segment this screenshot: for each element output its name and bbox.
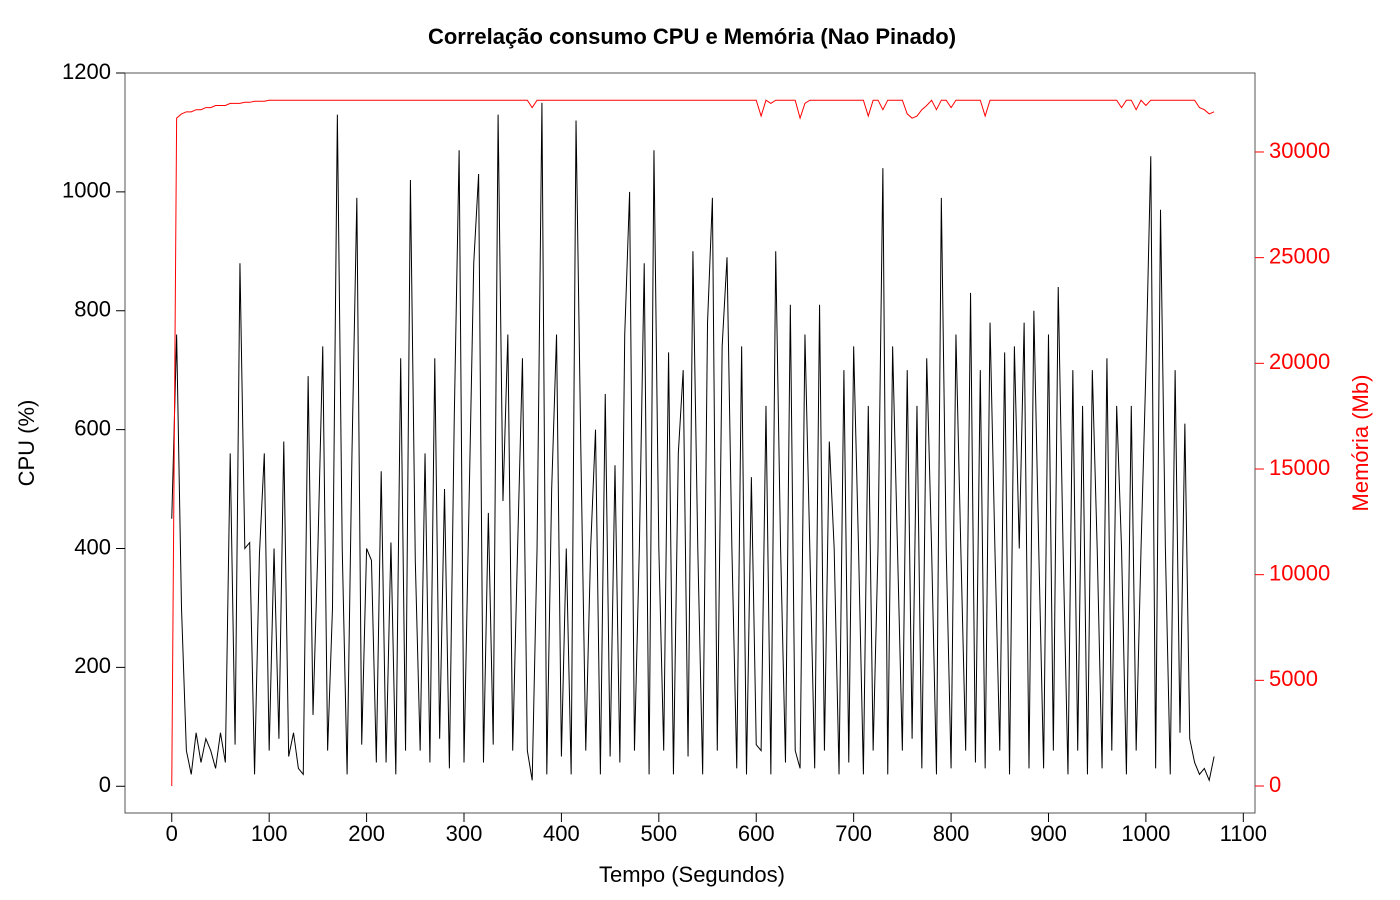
y2-tick-label: 5000 — [1269, 666, 1318, 691]
y2-tick-label: 25000 — [1269, 243, 1330, 268]
y-tick-label: 600 — [74, 415, 111, 440]
y2-tick-label: 15000 — [1269, 455, 1330, 480]
x-tick-label: 300 — [446, 821, 483, 846]
x-tick-label: 100 — [251, 821, 288, 846]
x-tick-label: 400 — [543, 821, 580, 846]
y2-tick-label: 10000 — [1269, 560, 1330, 585]
y-tick-label: 400 — [74, 534, 111, 559]
y-axis-label: CPU (%) — [14, 400, 39, 487]
y-tick-label: 1000 — [62, 178, 111, 203]
x-tick-label: 700 — [835, 821, 872, 846]
series-line — [171, 102, 1215, 783]
y-tick-label: 800 — [74, 297, 111, 322]
y2-axis-label: Memória (Mb) — [1348, 375, 1373, 512]
y-tick-label: 200 — [74, 653, 111, 678]
chart-title: Correlação consumo CPU e Memória (Nao Pi… — [428, 24, 956, 49]
series-line — [171, 99, 1215, 787]
x-tick-label: 900 — [1030, 821, 1067, 846]
x-tick-label: 1000 — [1121, 821, 1170, 846]
x-tick-label: 500 — [640, 821, 677, 846]
y2-tick-label: 20000 — [1269, 349, 1330, 374]
x-tick-label: 200 — [348, 821, 385, 846]
x-tick-label: 800 — [933, 821, 970, 846]
y-tick-label: 1200 — [62, 59, 111, 84]
x-tick-label: 0 — [166, 821, 178, 846]
y2-tick-label: 0 — [1269, 772, 1281, 797]
y2-tick-label: 30000 — [1269, 138, 1330, 163]
x-tick-label: 1100 — [1220, 821, 1267, 846]
y-tick-label: 0 — [99, 772, 111, 797]
x-axis-label: Tempo (Segundos) — [599, 862, 785, 887]
plot-frame — [124, 72, 1256, 814]
x-tick-label: 600 — [738, 821, 775, 846]
